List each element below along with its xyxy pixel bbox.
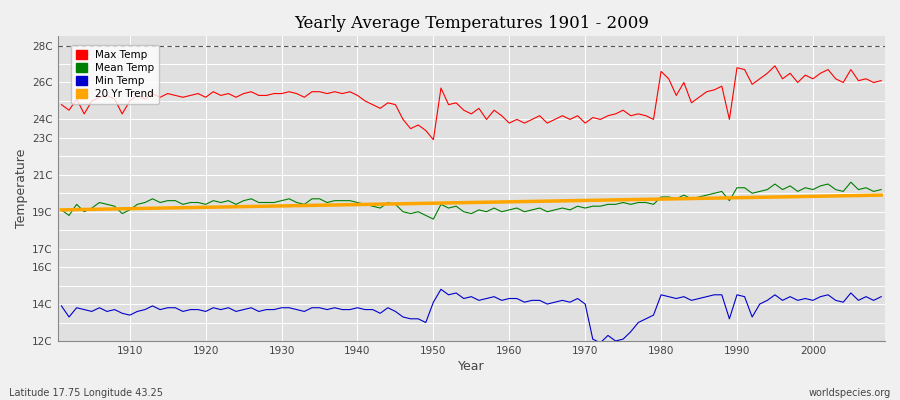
Mean Temp bbox=[56, 208, 67, 212]
Line: Max Temp: Max Temp bbox=[61, 66, 881, 140]
Max Temp bbox=[117, 112, 128, 116]
Max Temp bbox=[284, 89, 294, 94]
Mean Temp bbox=[845, 180, 856, 184]
Title: Yearly Average Temperatures 1901 - 2009: Yearly Average Temperatures 1901 - 2009 bbox=[294, 15, 649, 32]
Min Temp bbox=[504, 296, 515, 301]
Min Temp bbox=[595, 340, 606, 345]
Mean Temp bbox=[329, 198, 340, 203]
Min Temp bbox=[610, 338, 621, 343]
Max Temp bbox=[876, 78, 886, 83]
Min Temp bbox=[329, 305, 340, 310]
Max Temp bbox=[511, 117, 522, 122]
Mean Temp bbox=[284, 196, 294, 201]
Text: worldspecies.org: worldspecies.org bbox=[809, 388, 891, 398]
Max Temp bbox=[329, 89, 340, 94]
Mean Temp bbox=[603, 202, 614, 207]
Y-axis label: Temperature: Temperature bbox=[15, 149, 28, 228]
Max Temp bbox=[603, 113, 614, 118]
Min Temp bbox=[876, 294, 886, 299]
Max Temp bbox=[56, 102, 67, 107]
Max Temp bbox=[428, 137, 439, 142]
Line: Mean Temp: Mean Temp bbox=[61, 182, 881, 219]
Mean Temp bbox=[117, 211, 128, 216]
Max Temp bbox=[770, 64, 780, 68]
Legend: Max Temp, Mean Temp, Min Temp, 20 Yr Trend: Max Temp, Mean Temp, Min Temp, 20 Yr Tre… bbox=[71, 44, 159, 104]
Max Temp bbox=[504, 121, 515, 126]
Mean Temp bbox=[504, 208, 515, 212]
Min Temp bbox=[284, 305, 294, 310]
Min Temp bbox=[56, 304, 67, 308]
Min Temp bbox=[511, 296, 522, 301]
Mean Temp bbox=[511, 206, 522, 210]
Line: Min Temp: Min Temp bbox=[61, 289, 881, 343]
Min Temp bbox=[436, 287, 446, 292]
Mean Temp bbox=[876, 187, 886, 192]
Mean Temp bbox=[428, 217, 439, 222]
Min Temp bbox=[117, 311, 128, 316]
Text: Latitude 17.75 Longitude 43.25: Latitude 17.75 Longitude 43.25 bbox=[9, 388, 163, 398]
X-axis label: Year: Year bbox=[458, 360, 484, 373]
